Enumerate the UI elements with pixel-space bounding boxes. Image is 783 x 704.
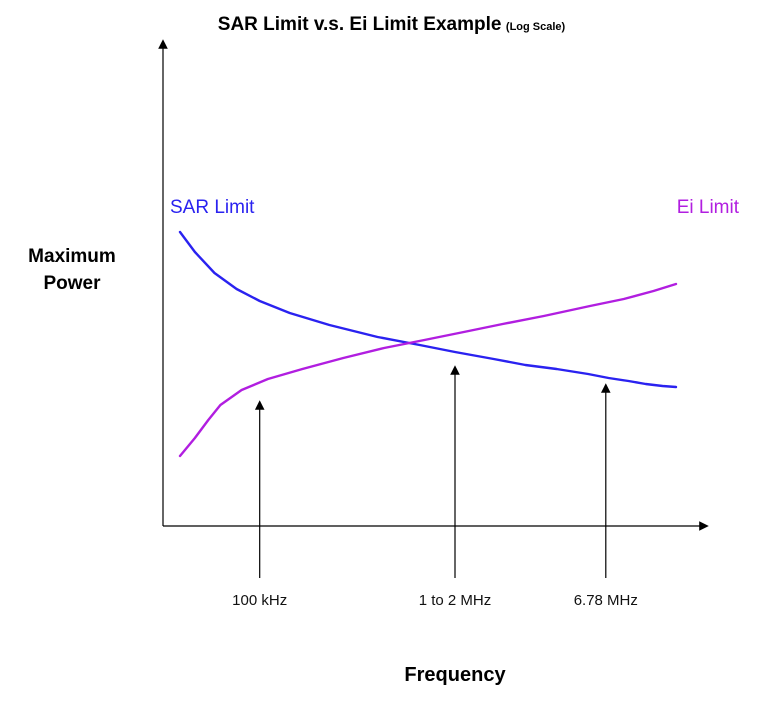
annotations-layer: 100 kHz 1 to 2 MHz 6.78 MHz bbox=[232, 365, 638, 609]
chart-title-subtitle: (Log Scale) bbox=[505, 21, 566, 33]
annotation-label-3: 6.78 MHz bbox=[574, 592, 638, 609]
annotation-label-1: 100 kHz bbox=[232, 592, 287, 609]
x-axis-label: Frequency bbox=[404, 664, 506, 686]
series-layer bbox=[178, 230, 678, 458]
series-line-sar-limit bbox=[178, 230, 678, 389]
annotation-label-2: 1 to 2 MHz bbox=[419, 592, 492, 609]
ei-limit-label: Ei Limit bbox=[676, 197, 739, 218]
sar-limit-label: SAR Limit bbox=[170, 197, 255, 218]
chart-title: SAR Limit v.s. Ei Limit Example (Log Sca… bbox=[0, 14, 783, 36]
y-axis-label: Maximum Power bbox=[28, 246, 116, 294]
series-line-ei-limit bbox=[178, 282, 678, 458]
chart-title-main: SAR Limit v.s. Ei Limit Example bbox=[217, 14, 502, 35]
